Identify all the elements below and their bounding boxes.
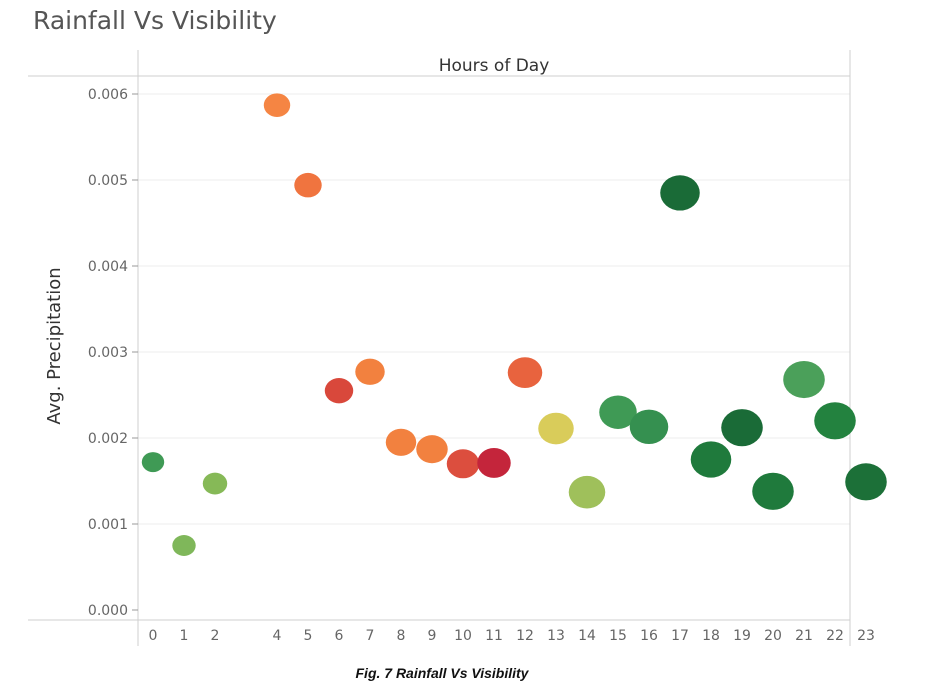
data-point-hour-23[interactable]: [845, 463, 887, 501]
data-point-hour-10[interactable]: [446, 449, 480, 479]
x-tick-label: 13: [547, 628, 565, 644]
x-tick-label: 16: [640, 628, 658, 644]
data-point-hour-17[interactable]: [660, 175, 700, 211]
data-point-hour-1[interactable]: [172, 535, 196, 556]
data-point-hour-8[interactable]: [385, 428, 417, 456]
data-point-hour-20[interactable]: [752, 472, 794, 510]
data-point-hour-2[interactable]: [202, 472, 228, 495]
x-tick-label: 9: [428, 628, 437, 644]
data-point-hour-19[interactable]: [721, 409, 763, 447]
data-point-hour-6[interactable]: [324, 378, 354, 404]
y-axis-label: Avg. Precipitation: [44, 267, 65, 424]
x-tick-label: 23: [857, 628, 875, 644]
x-tick-label: 11: [485, 628, 503, 644]
chart-frame: [28, 50, 851, 646]
scatter-chart: Hours of Day Avg. Precipitation 0.0000.0…: [28, 50, 887, 646]
x-tick-label: 1: [180, 628, 189, 644]
x-tick-label: 21: [795, 628, 813, 644]
x-tick-label: 2: [211, 628, 220, 644]
data-point-hour-7[interactable]: [355, 358, 385, 385]
data-point-hour-4[interactable]: [263, 93, 291, 117]
y-tick-label: 0.001: [88, 517, 128, 533]
x-tick-label: 0: [149, 628, 158, 644]
x-tick-label: 17: [671, 628, 689, 644]
x-tick-label: 18: [702, 628, 720, 644]
y-tick-label: 0.006: [88, 87, 128, 103]
figure-caption: Fig. 7 Rainfall Vs Visibility: [355, 665, 529, 681]
data-point-hour-0[interactable]: [141, 452, 165, 473]
data-point-hour-18[interactable]: [690, 441, 732, 478]
data-point-hour-11[interactable]: [477, 447, 511, 478]
data-point-hour-12[interactable]: [507, 357, 543, 389]
x-tick-label: 5: [304, 628, 313, 644]
data-point-hour-9[interactable]: [416, 435, 448, 464]
x-tick-label: 12: [516, 628, 534, 644]
x-tick-label: 15: [609, 628, 627, 644]
data-point-hour-13[interactable]: [538, 412, 574, 445]
y-tick-label: 0.000: [88, 603, 128, 619]
x-tick-label: 4: [273, 628, 282, 644]
x-tick-label: 20: [764, 628, 782, 644]
y-tick-label: 0.003: [88, 345, 128, 361]
x-tick-label: 7: [366, 628, 375, 644]
data-point-hour-5[interactable]: [294, 172, 322, 198]
x-tick-labels: 0 1 2 4 5 6 7 8 9 10 11 12 13 14 15 16 17 18 19 20 21 22 23: [149, 628, 875, 644]
data-point-hour-21[interactable]: [783, 360, 825, 399]
x-tick-label: 8: [397, 628, 406, 644]
x-tick-label: 6: [335, 628, 344, 644]
x-tick-label: 10: [454, 628, 472, 644]
x-tick-label: 22: [826, 628, 844, 644]
data-point-hour-16[interactable]: [629, 409, 669, 445]
column-header-hours-of-day: Hours of Day: [439, 56, 550, 76]
y-tick-labels: 0.000 0.001 0.002 0.003 0.004 0.005 0.006: [88, 87, 138, 619]
x-tick-label: 19: [733, 628, 751, 644]
data-point-hour-15[interactable]: [599, 395, 637, 429]
y-tick-label: 0.005: [88, 173, 128, 189]
y-tick-label: 0.002: [88, 431, 128, 447]
gridlines: [138, 93, 850, 525]
data-point-hour-14[interactable]: [568, 475, 606, 509]
x-tick-label: 14: [578, 628, 596, 644]
y-tick-label: 0.004: [88, 259, 128, 275]
chart-title: Rainfall Vs Visibility: [33, 6, 277, 35]
data-points: [141, 93, 887, 556]
data-point-hour-22[interactable]: [814, 402, 856, 440]
